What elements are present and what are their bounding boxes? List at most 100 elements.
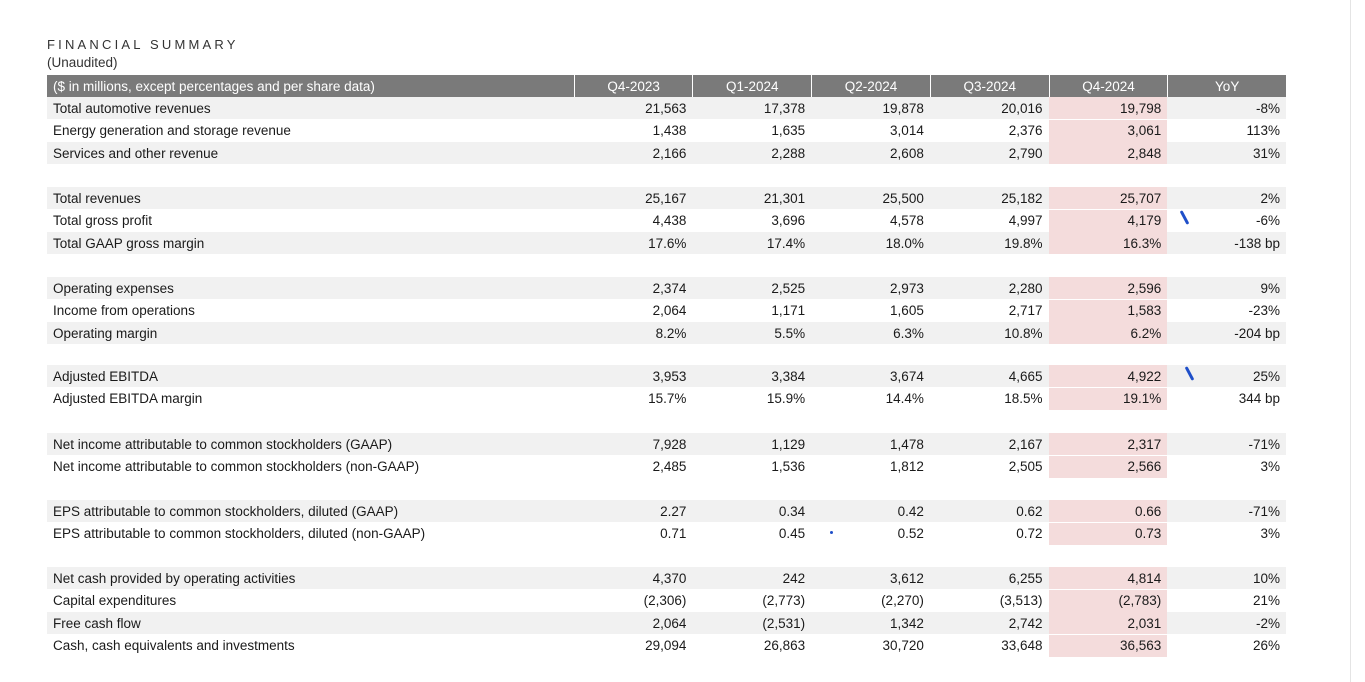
value-cell: 2,485	[652, 459, 687, 474]
value-cell: 4,665	[1008, 368, 1043, 384]
header-col-q3-2024: Q3-2024	[929, 75, 1049, 97]
value-cell: 8.2%	[655, 325, 687, 341]
value-cell: 2,525	[771, 280, 806, 296]
row-label: Net income attributable to common stockh…	[53, 459, 420, 474]
value-cell: 3,384	[771, 368, 806, 384]
value-cell: 10.8%	[1004, 325, 1043, 341]
header-col-yoy: YoY	[1167, 75, 1286, 97]
value-cell: 1,536	[771, 459, 806, 474]
value-cell: 2,064	[652, 303, 687, 318]
highlighted-value-cell: 16.3%	[1048, 232, 1168, 254]
value-cell: 242	[782, 570, 806, 586]
highlighted-value-cell: 0.73	[1048, 522, 1168, 545]
value-cell: 9%	[1260, 280, 1280, 296]
highlighted-value-cell: 4,922	[1048, 365, 1168, 387]
table-row: Energy generation and storage revenue 1,4…	[47, 119, 1286, 142]
value-cell: 4,438	[652, 213, 687, 228]
table-header-row: ($ in millions, except percentages and p…	[47, 75, 1286, 97]
row-label: Total GAAP gross margin	[53, 235, 205, 251]
value-cell: 31%	[1252, 145, 1280, 161]
value-cell: 2,790	[1008, 145, 1043, 161]
value-cell: 0.72	[1016, 526, 1043, 541]
value-cell: 18.5%	[1004, 391, 1043, 406]
value-cell: 2,717	[1008, 303, 1043, 318]
value-cell: -8%	[1255, 100, 1280, 116]
value-cell: 2,973	[890, 280, 924, 296]
value-cell: 17,378	[763, 100, 806, 116]
highlighted-value-cell: 3,061	[1048, 119, 1168, 142]
table-row: Total gross profit 4,438 3,696 4,578 4,997 4,…	[47, 209, 1286, 232]
table-row: Net income attributable to common stockh…	[47, 455, 1286, 478]
value-cell: 25,500	[882, 190, 924, 206]
value-cell: 0.42	[897, 503, 924, 519]
table-row: Total revenues 25,167 21,301 25,500 25,182 25…	[47, 187, 1286, 209]
value-cell: 19.8%	[1004, 235, 1043, 251]
value-cell: 3,953	[652, 368, 687, 384]
row-label: Net cash provided by operating activitie…	[53, 570, 296, 586]
value-cell: 4,997	[1008, 213, 1043, 228]
value-cell: -138 bp	[1234, 235, 1280, 251]
value-cell: 10%	[1252, 570, 1280, 586]
value-cell: 2,505	[1008, 459, 1043, 474]
value-cell: 4,578	[890, 213, 924, 228]
value-cell: 1,478	[890, 436, 924, 452]
value-cell: 1,812	[890, 459, 924, 474]
table-row: Total automotive revenues 21,563 17,378 19,…	[47, 97, 1286, 119]
highlighted-value-cell: 19,798	[1048, 97, 1168, 119]
table-row: Net cash provided by operating activitie…	[47, 567, 1286, 589]
row-label: Adjusted EBITDA	[53, 368, 159, 384]
value-cell: 344 bp	[1238, 391, 1280, 406]
highlighted-value-cell: 2,566	[1048, 455, 1168, 478]
value-cell: 1,635	[771, 123, 806, 138]
value-cell: 25%	[1252, 368, 1280, 384]
value-cell: 33,648	[1001, 638, 1043, 653]
value-cell: 2,280	[1008, 280, 1043, 296]
row-label: Energy generation and storage revenue	[53, 123, 291, 138]
value-cell: 1,129	[771, 436, 806, 452]
value-cell: 2,288	[771, 145, 806, 161]
header-col-q4-2023: Q4-2023	[573, 75, 693, 97]
value-cell: -204 bp	[1234, 325, 1280, 341]
row-label: Income from operations	[53, 303, 195, 318]
table-row: Adjusted EBITDA margin 15.7% 15.9% 14.4% 18.…	[47, 387, 1286, 410]
row-label: EPS attributable to common stockholders,…	[53, 526, 426, 541]
value-cell: 29,094	[645, 638, 687, 653]
value-cell: -2%	[1255, 615, 1280, 631]
table-row: Operating expenses 2,374 2,525 2,973 2,280 2,…	[47, 277, 1286, 299]
page-edge-divider	[1350, 0, 1351, 682]
value-cell: 15.9%	[766, 391, 806, 406]
value-cell: 2,608	[890, 145, 924, 161]
table-row: Services and other revenue 2,166 2,288 2,60…	[47, 142, 1286, 164]
table-row: Income from operations 2,064 1,171 1,605 2,7…	[47, 299, 1286, 322]
value-cell: 17.6%	[648, 235, 687, 251]
value-cell: 2%	[1260, 190, 1280, 206]
value-cell: (2,270)	[881, 593, 924, 608]
value-cell: 26%	[1252, 638, 1280, 653]
header-units-label: ($ in millions, except percentages and p…	[53, 78, 375, 94]
highlighted-value-cell: 4,179	[1048, 209, 1168, 232]
table-row: EPS attributable to common stockholders,…	[47, 500, 1286, 522]
value-cell: 2,166	[652, 145, 687, 161]
value-cell: 3,696	[771, 213, 806, 228]
table-row: Cash, cash equivalents and investments 29…	[47, 634, 1286, 657]
table-row: Adjusted EBITDA 3,953 3,384 3,674 4,665 4,922…	[47, 365, 1286, 387]
row-label: Capital expenditures	[53, 593, 177, 608]
highlighted-value-cell: 2,031	[1048, 612, 1168, 634]
value-cell: 1,171	[771, 303, 806, 318]
value-cell: 113%	[1246, 123, 1280, 138]
table-row: EPS attributable to common stockholders,…	[47, 522, 1286, 545]
value-cell: 1,342	[890, 615, 924, 631]
value-cell: -23%	[1248, 303, 1280, 318]
table-row: Operating margin 8.2% 5.5% 6.3% 10.8% 6.2% -20…	[47, 322, 1286, 344]
highlighted-value-cell: 2,848	[1048, 142, 1168, 164]
value-cell: 25,182	[1001, 190, 1043, 206]
value-cell: -71%	[1248, 503, 1280, 519]
highlighted-value-cell: 4,814	[1048, 567, 1168, 589]
row-label: Total revenues	[53, 190, 141, 206]
highlighted-value-cell: 25,707	[1048, 187, 1168, 209]
value-cell: 14.4%	[885, 391, 924, 406]
row-label: Total automotive revenues	[53, 100, 211, 116]
value-cell: 15.7%	[648, 391, 687, 406]
value-cell: 17.4%	[766, 235, 806, 251]
value-cell: 2.27	[660, 503, 687, 519]
